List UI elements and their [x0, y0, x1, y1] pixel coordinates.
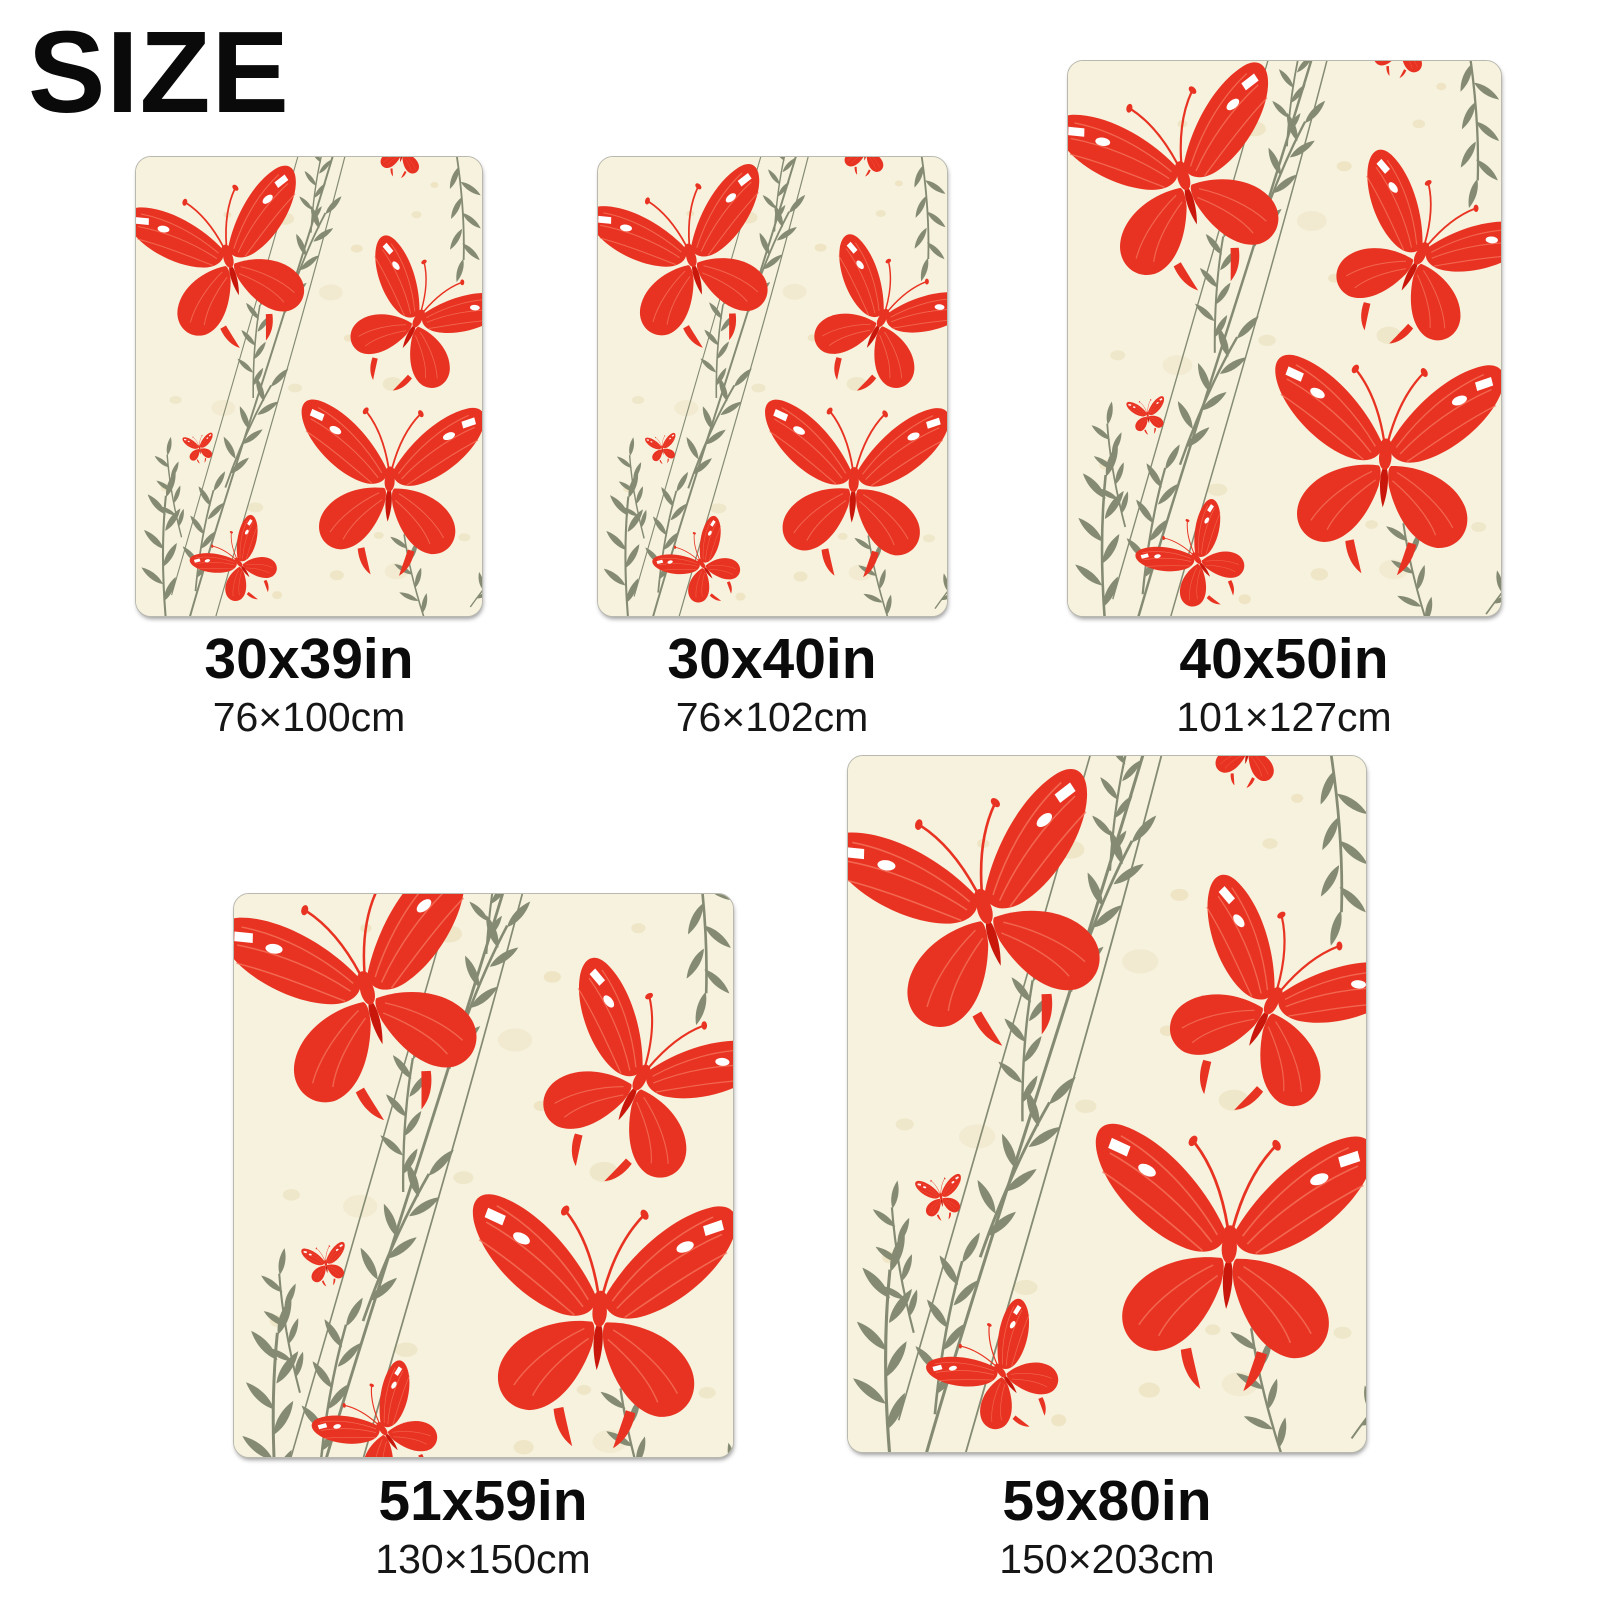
size-cm-text: 76×102cm — [675, 693, 869, 740]
size-swatch-59x80in — [847, 755, 1367, 1453]
size-inches-text: 30x40in — [667, 627, 877, 691]
butterfly-pattern-swatch — [848, 756, 1366, 1452]
size-swatch-30x40in — [597, 156, 948, 617]
size-swatch-30x39in — [135, 156, 483, 617]
size-swatch-51x59in — [233, 893, 734, 1458]
size-inches-text: 40x50in — [1179, 627, 1389, 691]
size-label-30x40in: 30x40in 76×102cm — [667, 627, 877, 741]
size-label-51x59in: 51x59in 130×150cm — [375, 1469, 591, 1583]
size-cm-text: 76×100cm — [212, 693, 406, 740]
butterfly-pattern-swatch — [1068, 61, 1501, 616]
size-cm-text: 130×150cm — [375, 1535, 591, 1582]
butterfly-pattern-swatch — [598, 157, 947, 616]
butterfly-pattern-swatch — [136, 157, 482, 616]
page-title: SIZE — [28, 7, 290, 137]
size-inches-text: 30x39in — [204, 627, 414, 691]
size-inches-text: 59x80in — [1002, 1469, 1212, 1533]
size-cm-text: 101×127cm — [1176, 693, 1392, 740]
size-label-30x39in: 30x39in 76×100cm — [204, 627, 414, 741]
size-inches-text: 51x59in — [378, 1469, 588, 1533]
size-swatch-40x50in — [1067, 60, 1502, 617]
butterfly-pattern-swatch — [234, 894, 733, 1457]
size-label-59x80in: 59x80in 150×203cm — [999, 1469, 1215, 1583]
size-cm-text: 150×203cm — [999, 1535, 1215, 1582]
size-label-40x50in: 40x50in 101×127cm — [1176, 627, 1392, 741]
